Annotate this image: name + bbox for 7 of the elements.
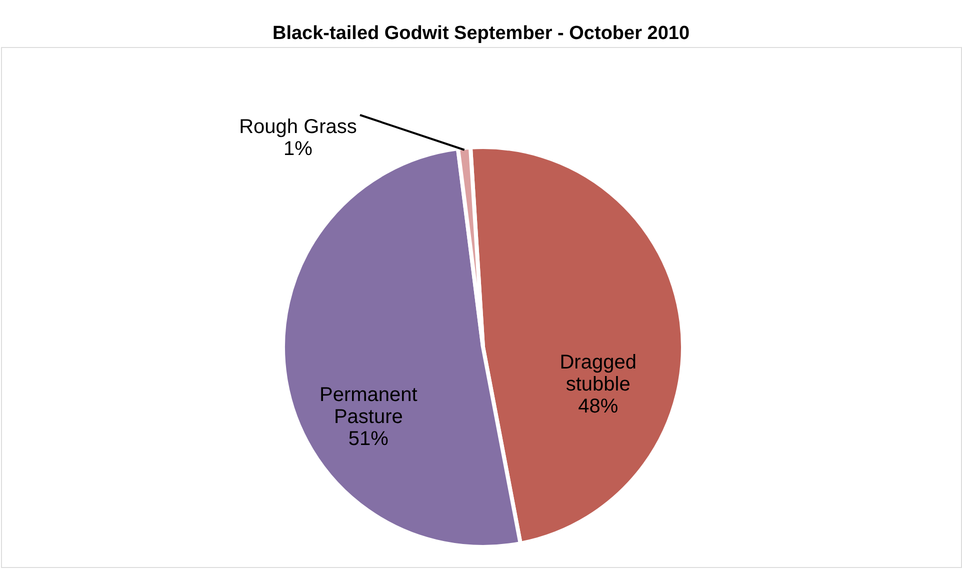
slice-label: Permanent Pasture <box>320 384 418 428</box>
chart-title: Black-tailed Godwit September - October 2010 <box>272 23 690 44</box>
data-label: 48% <box>578 395 618 418</box>
data-label: 51% <box>348 428 389 450</box>
slice-label: Dragged stubble <box>560 351 636 396</box>
data-label: 1% <box>284 138 313 160</box>
slice-label: Rough Grass <box>239 116 357 138</box>
